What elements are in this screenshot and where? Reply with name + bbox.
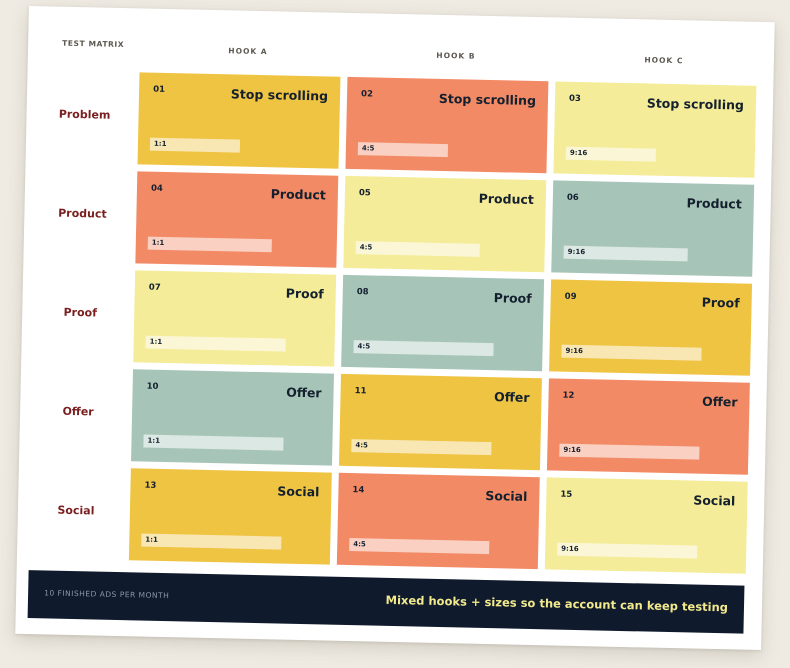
aspect-ratio-label: 1:1 (153, 139, 167, 148)
column-header-hook-b: HOOK B (436, 50, 476, 61)
aspect-ratio-bar: 4:5 (349, 538, 490, 555)
aspect-ratio-label: 9:16 (561, 544, 579, 554)
column-header-hook-c: HOOK C (644, 55, 684, 66)
aspect-ratio-label: 4:5 (357, 342, 371, 351)
cell-number: 06 (566, 192, 579, 203)
aspect-ratio-label: 4:5 (353, 540, 366, 549)
row-label-social: Social (57, 503, 95, 518)
cell-number: 03 (568, 93, 581, 104)
cell-number: 05 (358, 188, 371, 199)
aspect-ratio-bar: 1:1 (145, 335, 286, 352)
cell-title: Social (485, 488, 528, 504)
ad-cell: 04 Product 1:1 (135, 171, 339, 268)
ad-cell: 10 Offer 1:1 (131, 369, 334, 466)
aspect-ratio-label: 1:1 (147, 436, 161, 445)
row-label-proof: Proof (63, 305, 98, 320)
cell-number: 11 (354, 386, 367, 397)
matrix-title: TEST MATRIX (62, 38, 125, 50)
cell-title: Offer (493, 389, 530, 405)
cell-title: Proof (285, 285, 324, 302)
cell-title: Proof (701, 294, 740, 311)
aspect-ratio-label: 4:5 (355, 441, 369, 450)
aspect-ratio-label: 1:1 (151, 238, 165, 247)
aspect-ratio-bar: 4:5 (355, 241, 480, 257)
aspect-ratio-bar: 9:16 (561, 344, 702, 361)
cell-title: Product (478, 190, 534, 207)
aspect-ratio-bar: 9:16 (559, 443, 700, 460)
row-label-offer: Offer (62, 404, 94, 419)
aspect-ratio-bar: 9:16 (557, 542, 698, 559)
aspect-ratio-bar: 4:5 (357, 142, 449, 158)
cell-title: Social (277, 483, 320, 500)
cell-title: Stop scrolling (230, 86, 329, 104)
aspect-ratio-bar: 9:16 (565, 146, 656, 162)
aspect-ratio-label: 4:5 (361, 144, 375, 153)
column-header-hook-a: HOOK A (228, 46, 268, 57)
cell-number: 02 (360, 89, 374, 100)
row-label-problem: Problem (58, 107, 111, 122)
aspect-ratio-bar: 9:16 (563, 245, 688, 262)
cell-number: 01 (153, 84, 166, 95)
footer-tagline: Mixed hooks + sizes so the account can k… (385, 592, 729, 615)
cell-number: 07 (148, 282, 161, 293)
cell-title: Product (270, 186, 327, 203)
cell-number: 14 (352, 485, 365, 496)
aspect-ratio-bar: 4:5 (351, 439, 492, 456)
cell-title: Offer (701, 393, 738, 410)
ad-cell: 13 Social 1:1 (128, 468, 332, 565)
ad-cell: 07 Proof 1:1 (133, 270, 337, 367)
ad-cell: 01 Stop scrolling 1:1 (137, 72, 341, 169)
cell-title: Stop scrolling (646, 95, 745, 113)
ad-cell: 09 Proof 9:16 (549, 279, 753, 376)
cell-title: Offer (286, 384, 322, 401)
aspect-ratio-bar: 1:1 (149, 137, 241, 153)
aspect-ratio-bar: 1:1 (143, 434, 284, 451)
footer-banner: 10 FINISHED ADS PER MONTH Mixed hooks + … (27, 570, 745, 634)
ad-cell: 08 Proof 4:5 (341, 274, 545, 372)
cell-number: 09 (564, 291, 577, 302)
aspect-ratio-label: 9:16 (563, 445, 581, 455)
matrix-grid: 01 Stop scrolling 1:1 02 Stop scrolling 4:5 03… (29, 6, 775, 574)
cell-number: 13 (144, 480, 157, 491)
ad-cell: 05 Product 4:5 (343, 175, 547, 273)
aspect-ratio-bar: 1:1 (147, 236, 272, 253)
row-label-product: Product (58, 206, 107, 221)
aspect-ratio-bar: 4:5 (353, 340, 494, 357)
aspect-ratio-bar: 1:1 (141, 533, 282, 550)
ad-cell: 02 Stop scrolling 4:5 (345, 76, 549, 174)
ad-cell: 14 Social 4:5 (336, 472, 540, 570)
cell-title: Proof (493, 290, 532, 306)
cell-title: Product (686, 195, 742, 212)
ad-cell: 11 Offer 4:5 (338, 373, 542, 471)
cell-title: Social (693, 492, 736, 509)
aspect-ratio-label: 4:5 (359, 243, 373, 252)
ad-cell: 06 Product 9:16 (551, 180, 755, 277)
aspect-ratio-label: 9:16 (569, 148, 588, 158)
cell-title: Stop scrolling (438, 90, 537, 109)
cell-number: 10 (146, 381, 159, 392)
cell-number: 12 (562, 390, 575, 401)
ad-cell: 12 Offer 9:16 (546, 378, 750, 475)
ad-cell: 03 Stop scrolling 9:16 (553, 81, 757, 178)
cell-number: 15 (560, 489, 573, 500)
aspect-ratio-label: 9:16 (567, 247, 586, 257)
aspect-ratio-label: 1:1 (145, 535, 158, 544)
cell-number: 04 (150, 183, 163, 194)
ad-cell: 15 Social 9:16 (544, 477, 748, 574)
footer-caption: 10 FINISHED ADS PER MONTH (44, 588, 170, 601)
cell-number: 08 (356, 287, 369, 298)
aspect-ratio-label: 9:16 (565, 346, 584, 356)
test-matrix-card: TEST MATRIX HOOK A HOOK B HOOK C Problem… (15, 5, 775, 651)
aspect-ratio-label: 1:1 (149, 337, 163, 346)
